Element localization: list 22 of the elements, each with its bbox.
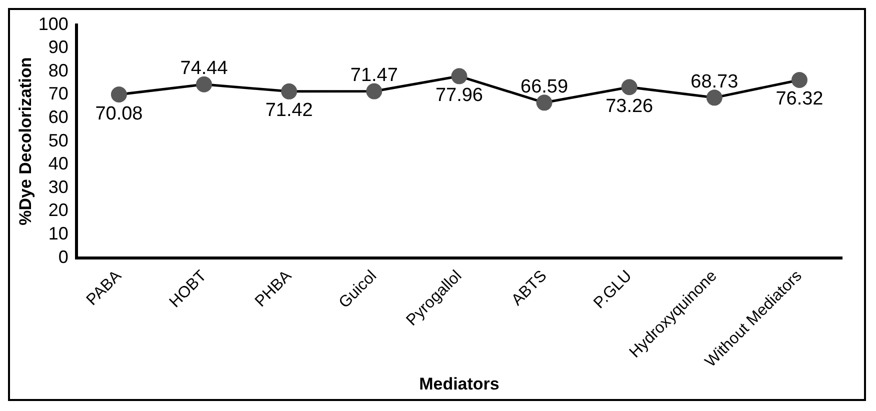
y-tick-label: 80: [48, 60, 68, 80]
y-tick-label: 100: [38, 14, 68, 34]
y-axis-title: %Dye Decolorization: [16, 57, 35, 226]
y-tick-label: 20: [48, 200, 68, 220]
data-label: 71.47: [350, 65, 398, 86]
y-tick-label: 90: [48, 37, 68, 58]
data-label: 76.32: [776, 88, 824, 110]
data-label: 68.73: [690, 71, 738, 92]
y-tick-label: 30: [48, 176, 68, 197]
y-tick-label: 60: [48, 106, 68, 127]
data-label: 77.96: [435, 84, 483, 106]
y-tick-label: 10: [48, 224, 68, 244]
data-label: 74.44: [180, 58, 228, 80]
y-tick-label: 50: [48, 130, 68, 150]
data-label: 71.42: [265, 100, 313, 122]
data-label: 66.59: [520, 76, 568, 98]
x-axis-title: Mediators: [419, 374, 500, 394]
data-label: 73.26: [606, 96, 654, 117]
y-tick-label: 0: [58, 246, 68, 267]
y-tick-label: 40: [48, 154, 68, 174]
y-tick-label: 70: [48, 84, 68, 104]
data-label: 70.08: [95, 103, 143, 124]
